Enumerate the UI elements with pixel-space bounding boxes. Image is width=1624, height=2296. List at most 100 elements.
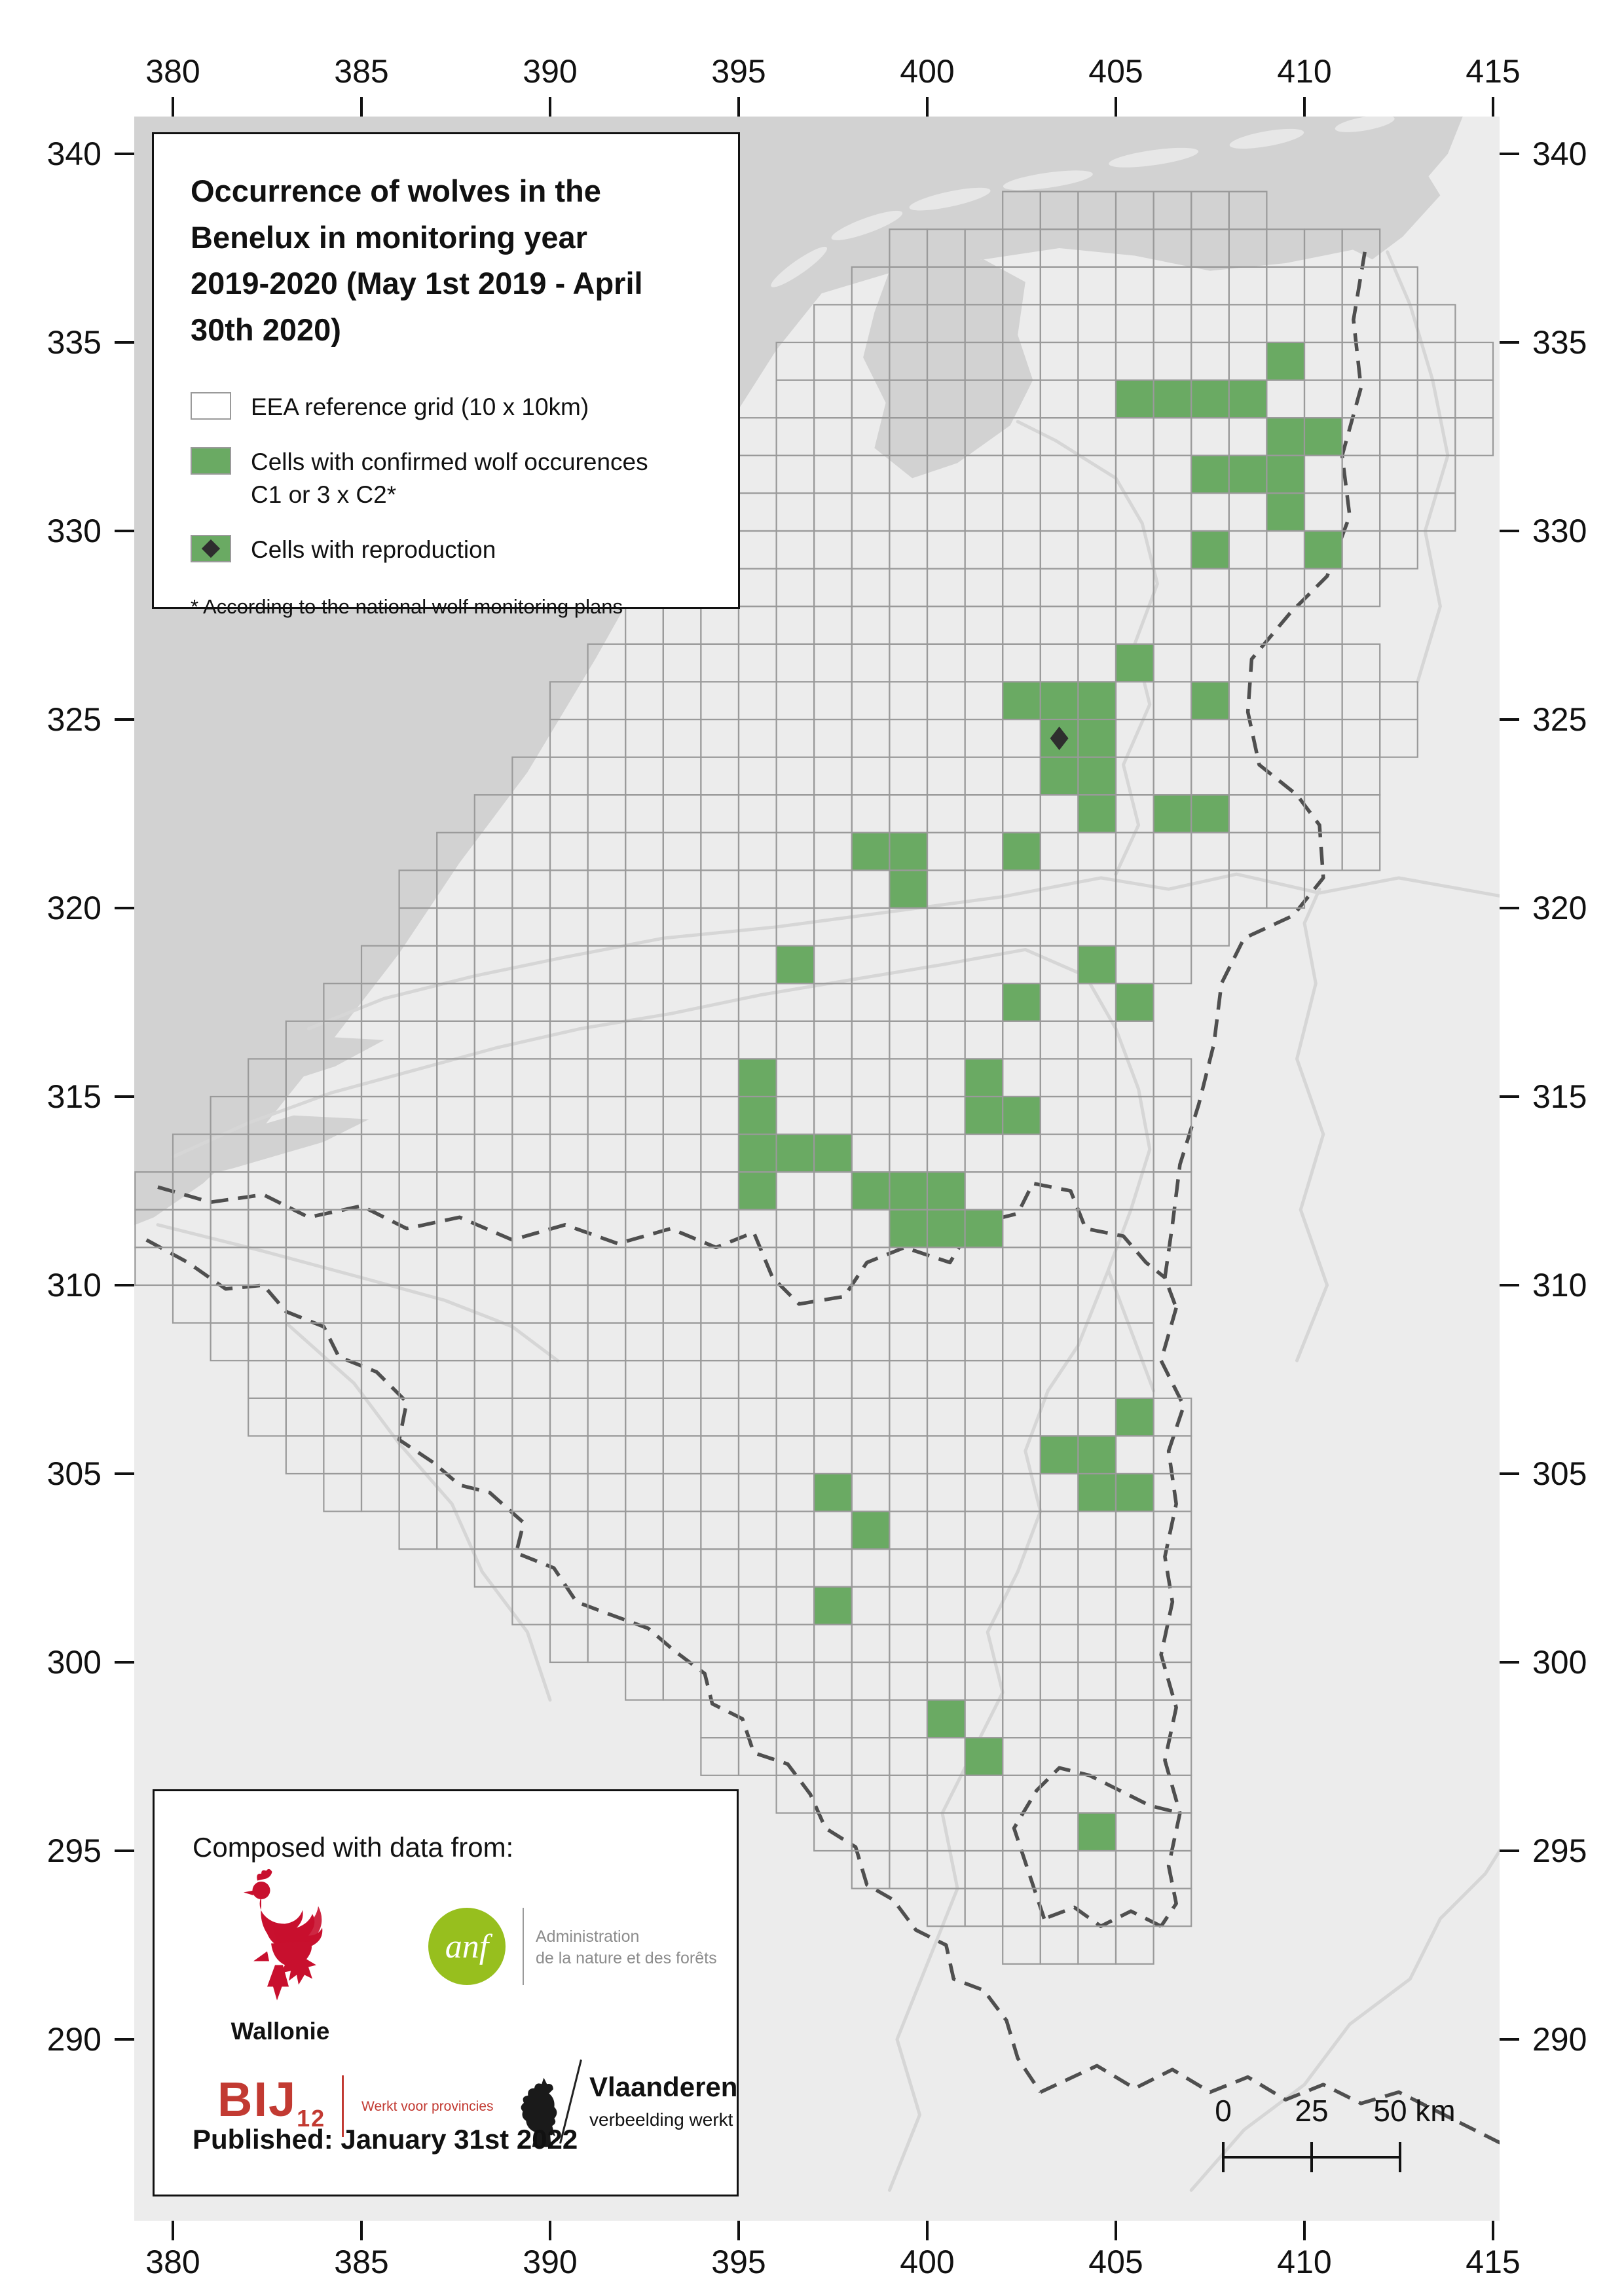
y-axis-label: 305	[47, 1455, 101, 1492]
wolf-occurrence-cell	[1190, 379, 1230, 419]
wolf-occurrence-cell	[775, 1133, 815, 1173]
wolf-occurrence-cell	[1115, 379, 1154, 419]
grid-cell	[1153, 1247, 1192, 1286]
grid-cell	[1341, 831, 1381, 871]
x-axis-label: 405	[1088, 53, 1143, 90]
x-axis-label: 405	[1088, 2244, 1143, 2280]
wolf-occurrence-cell	[1190, 454, 1230, 494]
green-swatch-icon	[191, 446, 231, 475]
wolf-occurrence-cell	[737, 1133, 777, 1173]
wolf-occurrence-cell	[1190, 530, 1230, 570]
y-axis-label: 335	[1532, 324, 1587, 361]
wolf-occurrence-cell	[964, 1737, 1004, 1776]
wolf-occurrence-cell	[889, 869, 929, 909]
wolf-occurrence-cell	[1115, 1472, 1154, 1512]
grid-cell	[1454, 417, 1494, 456]
island	[909, 187, 991, 211]
y-axis-label: 315	[1532, 1078, 1587, 1115]
river-line	[284, 1321, 552, 1702]
wolf-occurrence-cell	[1002, 1095, 1041, 1135]
legend-item-reproduction: Cells with reproduction	[191, 534, 701, 566]
wolf-occurrence-cell	[1077, 718, 1117, 758]
x-axis-label: 380	[145, 53, 200, 90]
legend-items: EEA reference grid (10 x 10km) Cells wit…	[191, 391, 701, 566]
attribution-heading: Composed with data from:	[193, 1832, 514, 1863]
anf-logo-icon: anf	[428, 1908, 506, 1985]
wolf-occurrence-cell	[813, 1472, 853, 1512]
x-axis-label: 415	[1466, 2244, 1520, 2280]
y-axis-label: 335	[47, 324, 101, 361]
country-border	[1039, 2064, 1500, 2145]
wolf-occurrence-cell	[1266, 341, 1306, 381]
y-axis-label: 320	[47, 890, 101, 926]
vlaanderen-label: Vlaanderen	[589, 2071, 738, 2102]
legend-item-occurrence: Cells with confirmed wolf occurences C1 …	[191, 446, 701, 511]
y-axis-label: 300	[1532, 1644, 1587, 1681]
wolf-occurrence-cell	[813, 1586, 853, 1626]
wolf-occurrence-cell	[1190, 794, 1230, 833]
wolf-occurrence-cell	[1077, 1812, 1117, 1852]
wolf-occurrence-cell	[1077, 945, 1117, 985]
bij12-logo: BIJ12	[217, 2072, 326, 2132]
wolf-occurrence-cell	[1039, 756, 1079, 796]
eea-grid	[134, 191, 1494, 1965]
y-axis-label: 290	[1532, 2021, 1587, 2058]
wolf-occurrence-cell	[1077, 794, 1117, 833]
wolf-occurrence-cell	[1039, 681, 1079, 721]
scale-label: 0	[1215, 2094, 1232, 2128]
y-axis-label: 340	[1532, 136, 1587, 172]
grid-cell	[1153, 945, 1192, 985]
y-axis-label: 325	[47, 701, 101, 738]
legend-footnote: * According to the national wolf monitor…	[191, 594, 623, 618]
reproduction-swatch-icon	[191, 534, 231, 562]
river-line	[1189, 1848, 1500, 2192]
grid-cell	[1153, 1887, 1192, 1927]
wolf-occurrence-cell	[1115, 1397, 1154, 1437]
y-axis-label: 310	[47, 1267, 101, 1303]
wolf-occurrence-cell	[1115, 983, 1154, 1022]
wolf-occurrence-cell	[1002, 983, 1041, 1022]
wolf-occurrence-cell	[1303, 417, 1343, 456]
river-line	[1295, 887, 1329, 1362]
y-axis-label: 295	[47, 1832, 101, 1869]
wolf-occurrence-cell	[889, 1209, 929, 1248]
wallonie-rooster-icon	[244, 1868, 323, 2001]
wolf-occurrence-cell	[1002, 681, 1041, 721]
y-axis-label: 330	[47, 513, 101, 549]
y-axis-label: 295	[1532, 1832, 1587, 1869]
island	[831, 210, 903, 240]
wolf-occurrence-cell	[1153, 379, 1192, 419]
reproduction-diamond	[1050, 726, 1069, 750]
bij12-tagline: Werkt voor provincies	[361, 2099, 494, 2114]
wolf-occurrence-cell	[1002, 831, 1041, 871]
x-axis-label: 395	[711, 53, 766, 90]
wolf-occurrence-cell	[737, 1095, 777, 1135]
scale-label: 25	[1295, 2094, 1328, 2128]
sea-water	[863, 259, 1033, 479]
anf-label: Administration de la nature et des forêt…	[536, 1927, 717, 1967]
wolf-occurrence-cell	[964, 1209, 1004, 1248]
wolf-occurrence-cell	[851, 831, 891, 871]
wolf-occurrence-cell	[926, 1209, 966, 1248]
x-axis-label: 410	[1277, 2244, 1331, 2280]
x-axis-label: 390	[523, 53, 577, 90]
wolf-occurrence-cell	[926, 1699, 966, 1739]
wolf-occurrence-cell	[1190, 681, 1230, 721]
wolf-occurrence-cell	[1115, 643, 1154, 683]
wolf-occurrence-cell	[889, 1171, 929, 1211]
wolf-occurrence-cell	[1039, 1435, 1079, 1475]
legend-box: Occurrence of wolves in the Benelux in m…	[152, 132, 740, 618]
country-border	[1012, 1766, 1181, 1920]
grid-cell	[1341, 568, 1381, 608]
x-axis-label: 385	[334, 53, 388, 90]
y-axis-label: 315	[47, 1078, 101, 1115]
wolf-occurrence-cell	[1077, 756, 1117, 796]
bij12-divider	[342, 2075, 344, 2137]
y-axis-label: 320	[1532, 890, 1587, 926]
grid-cell	[1115, 1925, 1154, 1965]
x-axis-label: 410	[1277, 53, 1331, 90]
wolf-occurrence-cell	[1228, 379, 1268, 419]
wolf-occurrence-cell	[737, 1058, 777, 1098]
country-border	[1159, 1307, 1186, 1927]
wolf-occurrence-cell	[926, 1171, 966, 1211]
